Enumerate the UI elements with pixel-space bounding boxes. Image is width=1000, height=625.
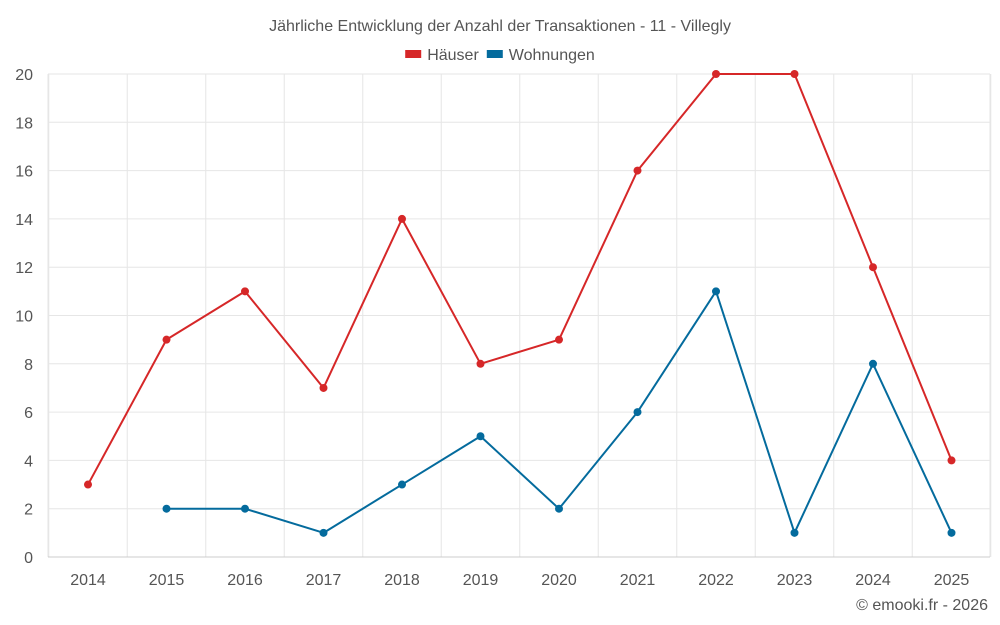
y-tick-label: 20 (15, 67, 33, 84)
data-point[interactable] (555, 335, 563, 344)
legend-swatch (486, 50, 503, 58)
data-point[interactable] (162, 504, 171, 513)
data-point[interactable] (241, 504, 249, 513)
x-tick-label: 2019 (463, 572, 499, 589)
x-tick-label: 2020 (541, 572, 577, 589)
y-tick-label: 4 (24, 453, 33, 470)
legend-item-wohnungen[interactable]: Wohnungen (486, 47, 595, 64)
y-tick-label: 16 (15, 164, 33, 181)
data-point[interactable] (633, 408, 642, 417)
credit-text: © emooki.fr - 2026 (856, 597, 988, 614)
data-point[interactable] (712, 70, 720, 78)
y-tick-label: 14 (15, 212, 33, 229)
data-point[interactable] (476, 359, 485, 368)
data-point[interactable] (947, 528, 956, 537)
y-tick-label: 12 (15, 260, 33, 277)
data-point[interactable] (84, 480, 92, 489)
data-point[interactable] (790, 70, 799, 78)
data-point[interactable] (869, 263, 877, 272)
legend-swatch (405, 50, 422, 58)
data-point[interactable] (712, 287, 720, 296)
data-point[interactable] (633, 166, 642, 175)
x-tick-label: 2023 (777, 572, 813, 589)
data-point[interactable] (241, 287, 249, 296)
grid (47, 73, 992, 558)
series-layer (84, 70, 956, 537)
x-tick-label: 2024 (855, 572, 891, 589)
y-tick-label: 2 (24, 502, 33, 519)
y-tick-label: 8 (24, 357, 33, 374)
y-axis: 0 2 4 6 8 10 12 14 16 18 20 (15, 67, 33, 567)
data-point[interactable] (162, 335, 171, 344)
data-point[interactable] (790, 528, 799, 537)
data-point[interactable] (398, 480, 406, 489)
y-tick-label: 0 (24, 550, 33, 567)
x-tick-label: 2018 (384, 572, 420, 589)
data-point[interactable] (319, 383, 328, 392)
x-tick-label: 2025 (934, 572, 970, 589)
data-point[interactable] (947, 456, 956, 465)
data-point[interactable] (869, 359, 877, 368)
data-point[interactable] (555, 504, 563, 513)
legend-label: Wohnungen (509, 47, 595, 64)
x-tick-label: 2022 (698, 572, 734, 589)
legend-label: Häuser (427, 47, 479, 64)
series-wohnungen (162, 287, 956, 537)
x-tick-label: 2015 (149, 572, 185, 589)
data-point[interactable] (319, 528, 328, 537)
legend-item-haeuser[interactable]: Häuser (405, 47, 479, 64)
y-tick-label: 10 (15, 309, 33, 326)
x-axis: 2014 2015 2016 2017 2018 2019 2020 2021 2022 2023… (70, 572, 969, 589)
legend: Häuser Wohnungen (405, 47, 595, 64)
x-tick-label: 2016 (227, 572, 263, 589)
x-tick-label: 2017 (306, 572, 342, 589)
series-haeuser (84, 70, 956, 489)
x-tick-label: 2021 (620, 572, 656, 589)
x-tick-label: 2014 (70, 572, 106, 589)
series-line (87, 73, 953, 486)
chart-title: Jährliche Entwicklung der Anzahl der Tra… (269, 18, 731, 35)
data-point[interactable] (398, 214, 406, 223)
data-point[interactable] (476, 432, 485, 441)
y-tick-label: 18 (15, 115, 33, 132)
y-tick-label: 6 (24, 405, 33, 422)
